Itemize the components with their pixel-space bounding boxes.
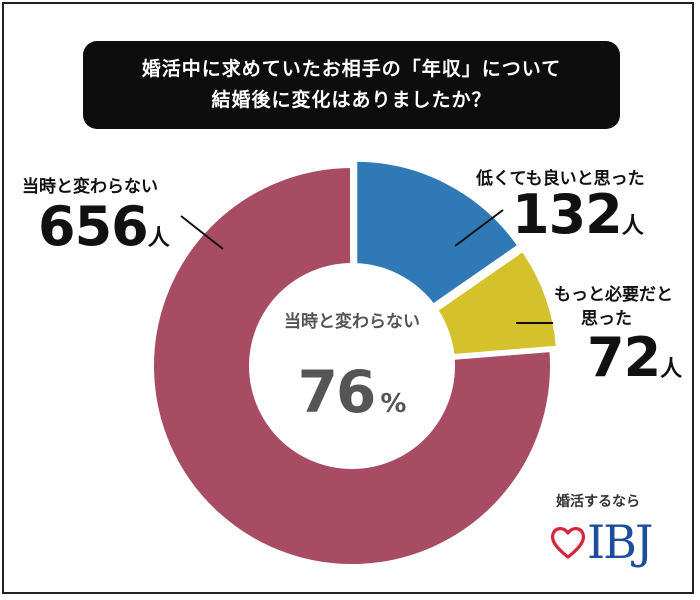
chart-frame: 当時と変わらない 76% 婚活中に求めていたお相手の「年収」について 結婚後に変… (2, 2, 694, 594)
logo-tagline: 婚活するなら (556, 494, 640, 510)
label-same-count-group: 656人 (38, 194, 170, 273)
label-more-name-line1: もっと必要だと (554, 285, 673, 305)
label-more-count-group: 72人 (587, 325, 682, 404)
label-low-count: 132 (512, 183, 623, 246)
center-percentage: 76% (298, 358, 407, 426)
leader-line-same (180, 215, 224, 250)
heart-icon (550, 527, 586, 559)
title-line-1: 婚活中に求めていたお相手の「年収」について (141, 58, 562, 80)
center-label: 当時と変わらない (284, 311, 420, 332)
label-low-count-group: 132人 (512, 182, 644, 261)
ibj-logo: IBJ (549, 514, 653, 570)
label-low-unit: 人 (621, 214, 644, 239)
donut-chart: 当時と変わらない 76% (150, 157, 561, 568)
label-low-name: 低くても良いと思った (476, 169, 645, 189)
center-value: 76 (298, 358, 375, 426)
label-more-name-line2: 思った (581, 309, 632, 329)
title-line-2: 結婚後に変化はありましたか？ (211, 89, 492, 111)
label-more-unit: 人 (660, 357, 683, 382)
leader-line-low (454, 209, 504, 247)
label-same-unit: 人 (147, 226, 170, 251)
title-box: 婚活中に求めていたお相手の「年収」について 結婚後に変化はありましたか？ (83, 41, 620, 129)
center-unit: % (380, 389, 406, 419)
label-same-count: 656 (38, 195, 149, 258)
label-same-name: 当時と変わらない (22, 177, 158, 197)
logo-brand: IBJ (587, 515, 653, 569)
donut-hole (249, 263, 455, 469)
label-more-count: 72 (587, 326, 661, 389)
